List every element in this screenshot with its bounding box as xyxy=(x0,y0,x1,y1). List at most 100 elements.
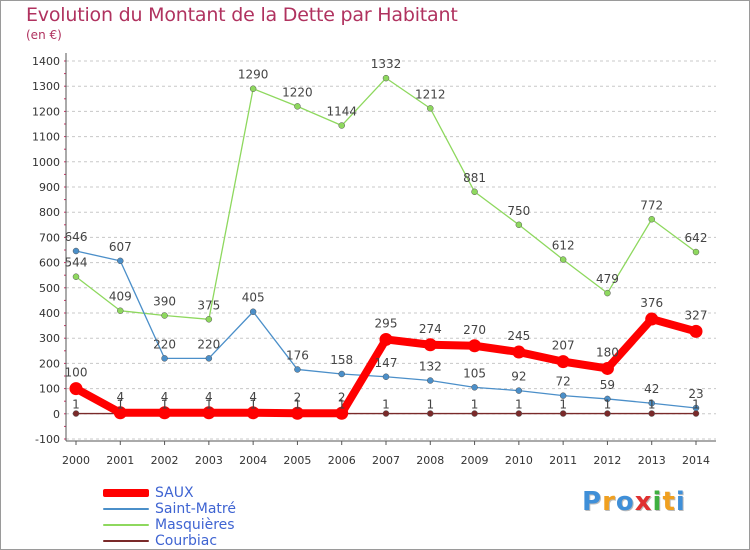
data-point xyxy=(556,355,570,369)
y-tick-label: -100 xyxy=(35,433,60,446)
x-tick-label: 2010 xyxy=(505,454,533,467)
data-label: 4 xyxy=(205,390,213,404)
data-point xyxy=(512,345,526,359)
x-tick-label: 2001 xyxy=(106,454,134,467)
data-point xyxy=(205,355,213,362)
data-point xyxy=(72,247,80,255)
data-label: 1 xyxy=(471,398,479,412)
legend-swatch xyxy=(103,524,149,526)
data-label: 607 xyxy=(109,240,132,254)
legend-swatch xyxy=(103,540,149,542)
data-point xyxy=(559,410,567,417)
data-point xyxy=(69,382,83,396)
x-tick-label: 2000 xyxy=(62,454,90,467)
y-tick-label: 1000 xyxy=(32,156,60,169)
data-point xyxy=(427,377,434,384)
data-point xyxy=(645,312,659,326)
data-label: 772 xyxy=(640,198,663,212)
data-label: 750 xyxy=(507,204,530,218)
y-tick-label: 100 xyxy=(39,383,60,396)
y-tick-label: 1300 xyxy=(32,80,60,93)
data-point xyxy=(648,399,655,407)
data-point xyxy=(382,74,390,82)
data-label: 1 xyxy=(604,398,612,412)
data-point xyxy=(113,406,127,420)
legend-label: Saint-Matré xyxy=(155,501,236,517)
data-label: 544 xyxy=(65,256,88,270)
x-tick-label: 2002 xyxy=(151,454,179,467)
data-label: 180 xyxy=(596,345,619,359)
y-tick-label: 1400 xyxy=(32,55,60,68)
data-point xyxy=(692,248,700,256)
data-label: 376 xyxy=(640,296,663,310)
y-tick-label: 500 xyxy=(39,282,60,295)
data-point xyxy=(515,387,523,394)
data-point xyxy=(161,355,168,362)
data-point xyxy=(515,410,523,417)
data-point xyxy=(648,410,655,417)
data-label: 100 xyxy=(65,366,88,380)
chart-legend: SAUX Saint-Matré Masquières Courbiac xyxy=(103,485,236,549)
data-point xyxy=(117,307,124,314)
data-point xyxy=(471,384,478,391)
data-point xyxy=(249,85,257,92)
data-label: 245 xyxy=(507,329,530,343)
data-point xyxy=(379,332,393,346)
data-point xyxy=(471,188,478,196)
data-point xyxy=(246,406,260,420)
data-point xyxy=(72,273,80,280)
data-label: 1 xyxy=(249,398,257,412)
legend-item: Courbiac xyxy=(103,533,236,549)
data-label: 105 xyxy=(463,366,486,380)
proxiti-logo: Proxiti xyxy=(582,487,686,517)
data-label: 390 xyxy=(153,295,176,309)
data-label: 1 xyxy=(116,398,124,412)
legend-label: SAUX xyxy=(155,485,194,501)
y-tick-label: 600 xyxy=(39,257,60,270)
x-tick-label: 2012 xyxy=(593,454,621,467)
data-label: 881 xyxy=(463,171,486,185)
data-label: 1 xyxy=(648,398,656,412)
data-point xyxy=(604,289,611,297)
x-tick-label: 2013 xyxy=(638,454,666,467)
data-point xyxy=(290,406,304,420)
data-point xyxy=(559,256,567,263)
data-label: 176 xyxy=(286,348,309,362)
data-label: 42 xyxy=(644,382,659,396)
data-point xyxy=(335,406,349,420)
data-label: 270 xyxy=(463,323,486,337)
data-label: 1 xyxy=(515,398,523,412)
data-label: 2 xyxy=(294,390,302,404)
x-tick-label: 2014 xyxy=(682,454,710,467)
data-point xyxy=(382,410,390,417)
data-point xyxy=(427,410,434,417)
data-label: 1212 xyxy=(415,87,446,101)
data-point xyxy=(600,361,614,375)
y-tick-label: 1200 xyxy=(32,105,60,118)
data-label: 1220 xyxy=(282,85,313,99)
data-label: 4 xyxy=(249,390,257,404)
data-point xyxy=(423,338,437,352)
data-label: 23 xyxy=(688,387,703,401)
logo-letter: x xyxy=(634,487,653,517)
data-label: 1 xyxy=(559,398,567,412)
data-point xyxy=(249,308,257,315)
legend-swatch xyxy=(103,508,149,510)
data-point xyxy=(294,366,301,373)
legend-item: Masquières xyxy=(103,517,236,533)
data-label: 642 xyxy=(685,231,708,245)
data-label: 1 xyxy=(338,398,346,412)
data-label: 92 xyxy=(511,370,526,384)
data-label: 59 xyxy=(600,378,615,392)
x-tick-label: 2006 xyxy=(328,454,356,467)
logo-letter: o xyxy=(615,487,635,517)
data-label: 375 xyxy=(197,298,220,312)
data-point xyxy=(604,395,611,403)
data-label: 72 xyxy=(556,375,571,389)
legend-swatch xyxy=(103,489,149,497)
data-point xyxy=(117,257,124,265)
data-label: 274 xyxy=(419,322,442,336)
data-point xyxy=(202,406,216,420)
